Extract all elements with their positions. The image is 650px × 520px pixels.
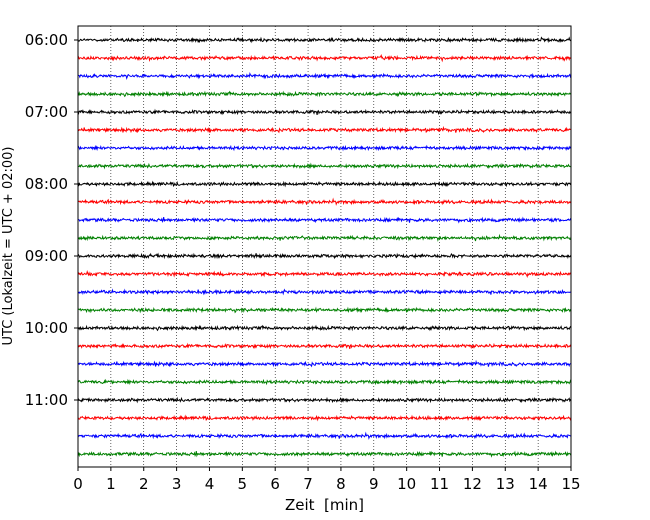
- seismogram-trace: [77, 144, 572, 152]
- y-axis-ticks: 06:00 07:00 08:00 09:00 10:00 11:00: [25, 31, 78, 409]
- seismogram-trace: [77, 180, 572, 188]
- seismogram-trace: [77, 233, 572, 242]
- x-tick-label: 11: [430, 475, 449, 493]
- seismogram-trace: [77, 162, 572, 170]
- x-axis-ticks: 0 1 2 3 4 5 6 7 8 9 10 11 12 13 14 15: [73, 467, 581, 493]
- y-tick-label: 11:00: [25, 391, 68, 409]
- seismogram-trace: [77, 306, 572, 314]
- seismogram-trace: [77, 288, 572, 296]
- plot-frame: [77, 25, 572, 468]
- seismogram-trace: [77, 450, 572, 458]
- seismogram-trace: [77, 216, 572, 224]
- seismogram-trace: [77, 108, 572, 116]
- seismogram-trace: [77, 396, 572, 404]
- x-tick-label: 0: [73, 475, 83, 493]
- seismogram-trace: [77, 342, 572, 350]
- x-tick-label: 8: [336, 475, 346, 493]
- x-tick-label: 5: [238, 475, 248, 493]
- seismogram-trace: [77, 53, 572, 63]
- y-tick-label: 08:00: [25, 175, 68, 193]
- x-tick-label: 4: [205, 475, 215, 493]
- seismogram-trace: [77, 359, 572, 368]
- x-tick-label: 2: [139, 475, 149, 493]
- seismogram-trace: [77, 324, 572, 332]
- x-tick-label: 13: [496, 475, 515, 493]
- y-tick-label: 06:00: [25, 31, 68, 49]
- x-axis-label: Zeit [min]: [285, 496, 364, 514]
- seismogram-trace: [77, 270, 572, 279]
- seismogram-trace: [77, 90, 572, 98]
- y-tick-label: 07:00: [25, 103, 68, 121]
- seismogram-trace: [77, 252, 572, 260]
- seismogram-trace: [77, 72, 572, 81]
- seismogram-trace: [77, 431, 572, 440]
- seismogram-trace: [77, 197, 572, 206]
- y-tick-label: 09:00: [25, 247, 68, 265]
- seismogram-trace: [77, 414, 572, 422]
- seismogram-trace: [77, 378, 572, 386]
- x-tick-label: 9: [369, 475, 379, 493]
- x-tick-label: 14: [529, 475, 548, 493]
- y-tick-label: 10:00: [25, 319, 68, 337]
- x-tick-label: 3: [172, 475, 182, 493]
- seismogram-trace: [77, 36, 572, 44]
- x-tick-label: 15: [561, 475, 580, 493]
- x-tick-label: 6: [270, 475, 280, 493]
- x-tick-label: 12: [463, 475, 482, 493]
- trace-group: [77, 36, 572, 458]
- x-tick-label: 7: [303, 475, 313, 493]
- x-tick-label: 1: [106, 475, 116, 493]
- x-tick-label: 10: [397, 475, 416, 493]
- y-axis-label: UTC (Lokalzeit = UTC + 02:00): [1, 147, 16, 346]
- seismogram-trace: [77, 125, 572, 134]
